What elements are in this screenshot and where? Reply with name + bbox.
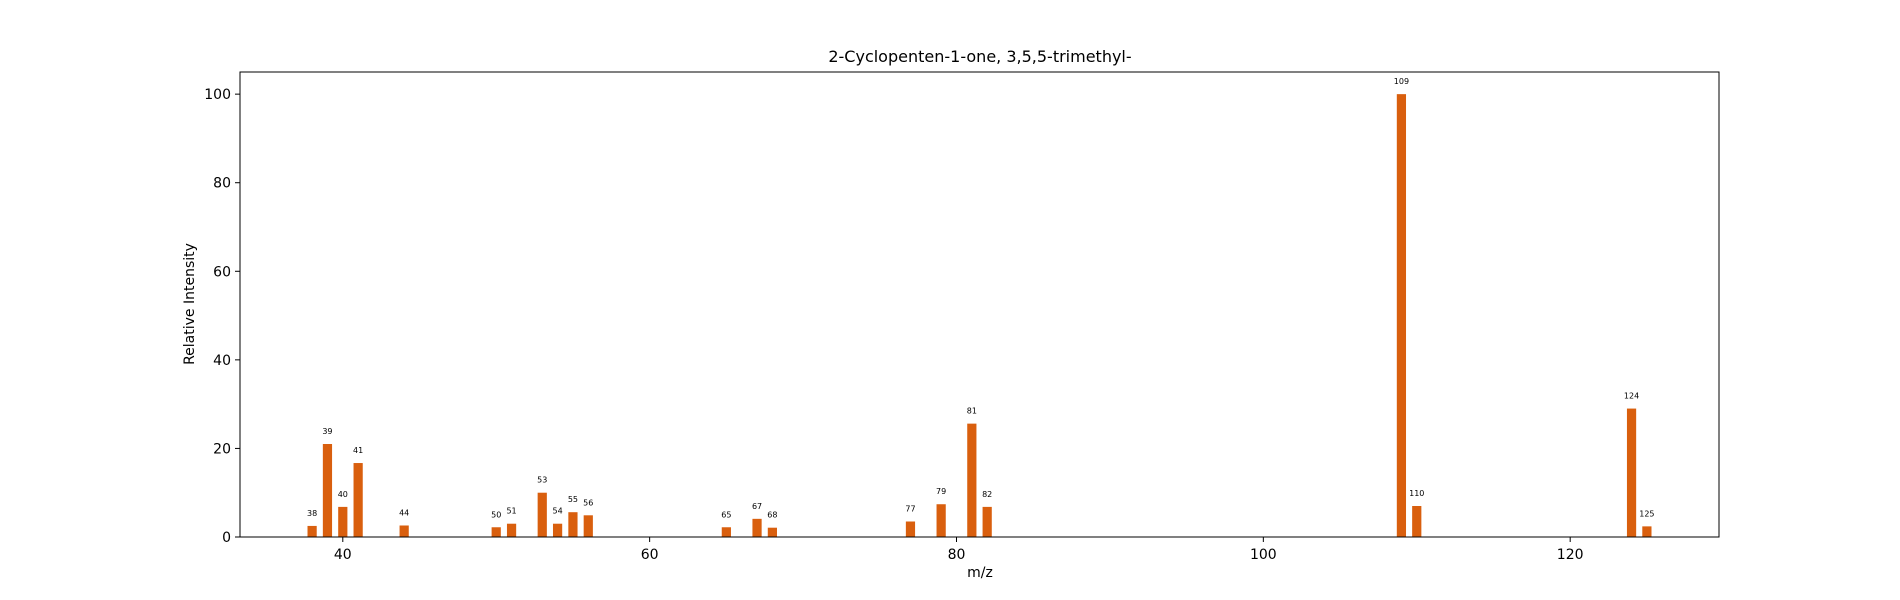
x-tick-label: 80 bbox=[948, 547, 966, 563]
bar-label-mz-56: 56 bbox=[583, 498, 593, 507]
bar-mz-40 bbox=[338, 506, 348, 537]
bar-label-mz-110: 110 bbox=[1409, 489, 1424, 498]
bar-mz-109 bbox=[1396, 94, 1407, 537]
bar-mz-39 bbox=[322, 444, 333, 537]
bar-mz-125 bbox=[1642, 526, 1652, 537]
chart-title: 2-Cyclopenten-1-one, 3,5,5-trimethyl- bbox=[828, 47, 1131, 66]
y-axis-label: Relative Intensity bbox=[182, 243, 198, 365]
y-axis: 0 20 40 60 80 100 bbox=[204, 87, 240, 546]
bar-label-mz-51: 51 bbox=[506, 507, 516, 516]
bar-mz-50 bbox=[491, 527, 501, 537]
bar-label-mz-82: 82 bbox=[982, 490, 992, 499]
bar-label-mz-44: 44 bbox=[399, 508, 409, 517]
x-tick-label: 40 bbox=[334, 547, 352, 563]
bar-mz-55 bbox=[568, 512, 578, 537]
bar-mz-56 bbox=[583, 515, 593, 537]
bar-mz-53 bbox=[537, 492, 547, 537]
bar-label-mz-109: 109 bbox=[1394, 77, 1409, 86]
x-axis-label: m/z bbox=[967, 565, 993, 581]
bar-mz-82 bbox=[982, 506, 992, 537]
bar-label-mz-41: 41 bbox=[353, 446, 363, 455]
bars-group bbox=[307, 94, 1652, 537]
bar-mz-54 bbox=[552, 523, 563, 537]
bar-mz-41 bbox=[353, 463, 363, 537]
bar-label-mz-55: 55 bbox=[568, 495, 578, 504]
bar-label-mz-67: 67 bbox=[752, 502, 762, 511]
bar-mz-65 bbox=[721, 527, 731, 537]
bar-labels-group: 38 39 40 41 44 50 51 53 54 55 56 65 67 68 77 79 81 82 109 1… bbox=[307, 77, 1655, 520]
bar-mz-68 bbox=[767, 527, 777, 537]
x-tick-label: 120 bbox=[1557, 547, 1584, 563]
bar-mz-51 bbox=[506, 523, 517, 537]
bar-label-mz-81: 81 bbox=[967, 407, 977, 416]
bar-label-mz-53: 53 bbox=[537, 476, 547, 485]
bar-label-mz-68: 68 bbox=[767, 511, 777, 520]
bar-mz-67 bbox=[752, 518, 762, 537]
bar-mz-44 bbox=[399, 525, 409, 537]
bar-label-mz-54: 54 bbox=[552, 507, 562, 516]
bar-label-mz-38: 38 bbox=[307, 509, 317, 518]
bar-mz-77 bbox=[905, 521, 916, 537]
x-tick-label: 100 bbox=[1250, 547, 1277, 563]
bar-label-mz-77: 77 bbox=[905, 505, 915, 514]
x-axis: 40 60 80 100 120 bbox=[334, 537, 1584, 563]
bar-label-mz-65: 65 bbox=[721, 510, 731, 519]
y-tick-label: 0 bbox=[222, 530, 231, 546]
bar-mz-110 bbox=[1412, 506, 1422, 537]
y-tick-label: 40 bbox=[213, 353, 231, 369]
y-tick-label: 20 bbox=[213, 441, 231, 457]
y-tick-label: 80 bbox=[213, 176, 231, 192]
y-tick-label: 60 bbox=[213, 264, 231, 280]
bar-mz-38 bbox=[307, 525, 317, 537]
bar-label-mz-125: 125 bbox=[1639, 509, 1654, 518]
y-tick-label: 100 bbox=[204, 87, 231, 103]
bar-mz-124 bbox=[1626, 408, 1637, 537]
bar-mz-81 bbox=[967, 423, 977, 537]
bar-label-mz-50: 50 bbox=[491, 510, 501, 519]
bar-mz-79 bbox=[936, 504, 946, 537]
bar-label-mz-40: 40 bbox=[338, 490, 348, 499]
bar-label-mz-124: 124 bbox=[1624, 392, 1639, 401]
bar-label-mz-39: 39 bbox=[322, 427, 332, 436]
plot-frame bbox=[239, 71, 1720, 538]
x-tick-label: 60 bbox=[641, 547, 659, 563]
bar-label-mz-79: 79 bbox=[936, 487, 946, 496]
